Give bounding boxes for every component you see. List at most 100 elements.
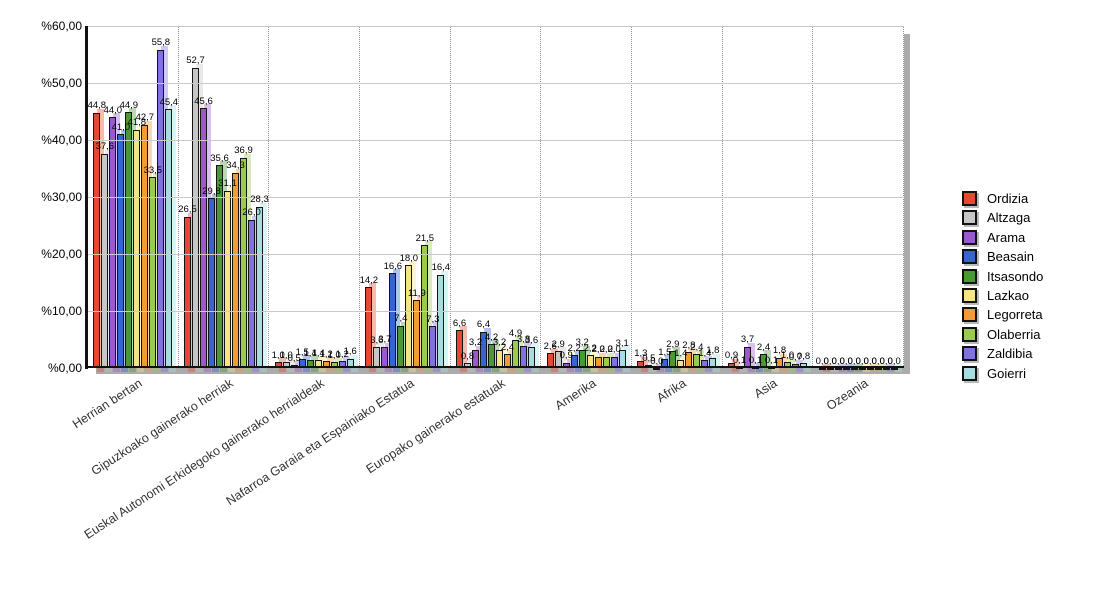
bar-shadow xyxy=(302,355,310,372)
bar-rect xyxy=(874,368,882,370)
bar-value-label: 0,0 xyxy=(650,355,664,367)
bar: 37,6 xyxy=(96,142,114,372)
bar-value-label: 3,6 xyxy=(370,334,384,346)
bar-value-label: 7,4 xyxy=(394,313,408,325)
bar-value-label: 35,6 xyxy=(210,152,229,164)
legend-item-label: Lazkao xyxy=(987,287,1029,303)
legend-item-label: Itsasondo xyxy=(987,268,1044,284)
y-axis-tick-label: %50,00 xyxy=(41,76,82,90)
bar-shadow xyxy=(622,346,630,372)
bar-rect xyxy=(826,368,834,370)
bar-shadow xyxy=(228,186,235,372)
bar-shadow xyxy=(830,364,838,372)
bar-value-label: 16,6 xyxy=(383,260,403,272)
bar-shadow xyxy=(129,108,137,372)
bar-rect xyxy=(200,108,207,368)
bar-shadow xyxy=(401,321,409,372)
bar-shadow xyxy=(188,212,195,372)
gridline xyxy=(88,83,904,84)
bar-shadow xyxy=(582,345,590,372)
bar-shadow xyxy=(878,364,886,372)
bar-shadow xyxy=(500,345,508,372)
category-axis-label: Ozeania xyxy=(823,376,871,414)
y-axis-tick-label: %0,00 xyxy=(47,361,82,375)
bar-rect xyxy=(240,157,247,368)
bar-rect xyxy=(818,368,826,370)
bar-rect xyxy=(192,67,199,368)
bar-rect xyxy=(890,368,898,370)
bar-value-label: 1,4 xyxy=(674,347,688,359)
bar-value-label: 0,1 xyxy=(748,354,763,366)
bar-value-label: 2,2 xyxy=(567,342,581,354)
bar-value-label: 2,9 xyxy=(551,338,565,350)
bar: 7,4 xyxy=(394,314,409,372)
bar-value-label: 0,8 xyxy=(460,350,475,362)
bar-shadow xyxy=(468,359,476,372)
bar-value-label: 33,5 xyxy=(143,164,163,176)
bar-group: 44,8 37,6 44,0 41,0 44,9 41,8 42,7 33,5 55,8 45,4 xyxy=(88,26,179,372)
legend-item-label: Legorreta xyxy=(987,307,1043,323)
bar-shadow xyxy=(673,347,681,372)
bar-shadow xyxy=(598,352,606,372)
bar-rect xyxy=(133,129,141,368)
bar: 21,5 xyxy=(416,234,434,372)
bar-shadow xyxy=(713,353,721,372)
bar-value-label: 0,0 xyxy=(823,355,837,367)
bar-shadow xyxy=(252,215,259,372)
bar-value-label: 44,0 xyxy=(103,104,123,116)
bar-rect xyxy=(456,330,464,368)
bar-value-label: 26,0 xyxy=(242,207,261,219)
legend-swatch xyxy=(962,191,977,206)
bar-value-label: 3,2 xyxy=(468,337,483,349)
bar-value-label: 0,0 xyxy=(863,355,877,367)
bar-shadow xyxy=(516,336,524,372)
bar-value-label: 2,9 xyxy=(666,338,680,350)
bar-shadow xyxy=(484,327,492,372)
bar-shadow xyxy=(524,342,532,372)
bar-value-label: 1,8 xyxy=(772,345,787,357)
y-axis-tick-label: %60,00 xyxy=(41,19,82,33)
category-axis-label: Nafarroa Garaia eta Espainiako Estatua xyxy=(224,376,417,509)
bar-value-label: 1,8 xyxy=(706,345,720,357)
bar-value-label: 0,5 xyxy=(287,352,301,364)
bar: 41,8 xyxy=(128,118,146,372)
bar-value-label: 2,4 xyxy=(500,341,515,353)
bar-value-label: 29,8 xyxy=(202,185,221,197)
legend-swatch xyxy=(962,249,977,265)
bar-shadow xyxy=(350,354,358,372)
bar-rect xyxy=(882,368,890,370)
bar-shadow xyxy=(566,358,574,372)
plot-area: 44,8 37,6 44,0 41,0 44,9 41,8 42,7 33,5 55,8 45,4… xyxy=(41,19,905,375)
bar-value-label: 1,2 xyxy=(319,348,333,360)
bar-value-label: 2,0 xyxy=(591,344,605,356)
bar: 52,7 xyxy=(186,56,205,372)
bar: 45,6 xyxy=(194,97,213,372)
y-axis-line xyxy=(85,26,88,369)
bar-value-label: 44,9 xyxy=(119,99,139,111)
bar-shadow xyxy=(145,120,153,372)
legend-swatch xyxy=(962,326,977,342)
bar-shadow xyxy=(369,283,377,372)
bar: 3,8 xyxy=(517,335,532,372)
x-axis-line xyxy=(85,366,904,368)
bar-value-label: 3,1 xyxy=(615,337,629,349)
bar-shadow xyxy=(804,359,812,372)
legend: Ordizia Altzaga Arama Beasain Itsasondo Lazka… xyxy=(962,191,1044,386)
bar-value-label: 2,0 xyxy=(599,344,613,356)
legend-item-label: Zaldibia xyxy=(987,346,1033,362)
gridline xyxy=(88,140,904,141)
bar-value-label: 7,3 xyxy=(426,313,440,325)
bar-shadow xyxy=(574,351,582,372)
bar-value-label: 0,9 xyxy=(724,350,739,362)
bar-value-label: 2,0 xyxy=(607,344,621,356)
bar-shadow xyxy=(212,194,219,372)
bar-value-label: 1,6 xyxy=(343,346,357,358)
bar-value-label: 0,0 xyxy=(855,355,869,367)
bar-shadow xyxy=(492,340,500,372)
bar-value-label: 1,4 xyxy=(311,347,325,359)
bar-value-label: 1,5 xyxy=(295,346,309,358)
gridline xyxy=(88,197,904,198)
legend-swatch xyxy=(962,346,977,362)
bar-shadow xyxy=(334,358,342,372)
